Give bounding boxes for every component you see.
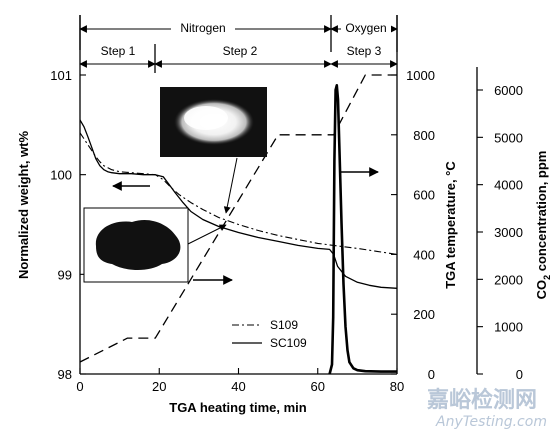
step-label-1: Step 1	[101, 44, 136, 58]
right-y-tick-label: 5000	[494, 130, 523, 145]
step-label-3: Step 3	[347, 44, 382, 58]
x-tick-label: 20	[152, 379, 166, 394]
right-y-axis-title: CO2 concentration, ppm	[534, 151, 552, 300]
white-powder-photo	[160, 87, 267, 157]
left-y-axis-title: Normalized weight, wt%	[16, 131, 31, 280]
right-y-tick-label: 3000	[494, 225, 523, 240]
x-tick-label: 80	[390, 379, 404, 394]
right-y-tick-label: 6000	[494, 83, 523, 98]
right-y-tick-label: 2000	[494, 272, 523, 287]
x-tick-label: 40	[231, 379, 245, 394]
mid-y-tick-label: 800	[413, 128, 435, 143]
left-y-tick-label: 98	[58, 367, 72, 382]
legend-label-s109: S109	[270, 318, 298, 332]
mid-y-tick-label: 1000	[406, 68, 435, 83]
white-photo-pointer	[223, 157, 238, 214]
right-y-tick-label: 0	[516, 367, 523, 382]
mid-y-axis-title: TGA temperature, °C	[443, 161, 458, 289]
phase-label-nitrogen: Nitrogen	[180, 21, 225, 35]
step-label-2: Step 2	[223, 44, 258, 58]
x-tick-label: 60	[311, 379, 325, 394]
right-y-tick-label: 4000	[494, 178, 523, 193]
series-layer	[79, 74, 398, 375]
series-line-sc109	[79, 119, 398, 289]
black-photo-pointer	[187, 224, 227, 245]
mid-y-tick-label: 200	[413, 307, 435, 322]
series-line-s109	[79, 132, 398, 255]
annotation-arrows	[112, 157, 379, 285]
watermark-en: AnyTesting.com	[435, 414, 547, 430]
right-y-tick-label: 1000	[494, 320, 523, 335]
legend-label-sc109: SC109	[270, 336, 307, 350]
mid-y-tick-label: 400	[413, 247, 435, 262]
mid-y-tick-label: 600	[413, 188, 435, 203]
watermark-cn: 嘉峪检测网	[427, 387, 537, 413]
black-powder-photo	[83, 207, 189, 283]
x-tick-label: 0	[76, 379, 83, 394]
left-y-tick-label: 99	[58, 267, 72, 282]
left-y-tick-label: 101	[50, 68, 72, 83]
phase-label-oxygen: Oxygen	[345, 21, 386, 35]
phase-header: Nitrogen Oxygen Step 1 Step 2 Step 3	[79, 15, 398, 73]
legend: S109 SC109	[232, 318, 307, 350]
tick-layer: 0 20 40 60 80 98 99 100 101 0 200 400 600 800 1000 0 100…	[50, 68, 523, 394]
mid-y-tick-label: 0	[428, 367, 435, 382]
x-axis-title: TGA heating time, min	[169, 400, 307, 415]
left-y-tick-label: 100	[50, 168, 72, 183]
series-line-co2-concentration	[328, 84, 397, 375]
series-line-tga-temperature	[79, 74, 397, 363]
watermark: 嘉峪检测网 AnyTesting.com	[427, 387, 547, 430]
